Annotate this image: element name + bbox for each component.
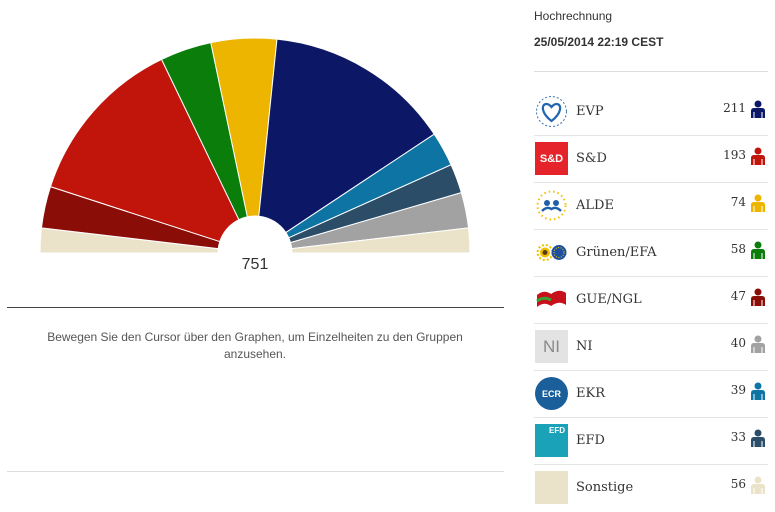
person-icon	[751, 241, 765, 259]
evp-logo-icon	[535, 95, 568, 128]
party-row-efd[interactable]: EFD EFD 33	[534, 418, 768, 465]
hemicycle-chart[interactable]: 751 Bewegen Sie den Cursor über den Grap…	[0, 0, 510, 480]
party-name: NI	[576, 339, 593, 354]
person-icon	[751, 147, 765, 165]
person-icon	[751, 100, 765, 118]
ekr-logo-icon: ECR	[535, 377, 568, 410]
party-row-alde[interactable]: ALDE 74	[534, 183, 768, 230]
seat-count: 39	[730, 383, 746, 397]
party-name: ALDE	[576, 198, 614, 213]
party-name: EKR	[576, 386, 605, 401]
hemicycle-center	[218, 216, 292, 253]
party-row-ekr[interactable]: ECR EKR 39	[534, 371, 768, 418]
party-name: Sonstige	[576, 480, 634, 495]
projection-label: Hochrechnung	[534, 9, 613, 23]
person-icon	[751, 476, 765, 494]
greens-logo-icon	[535, 236, 568, 269]
party-name: EFD	[576, 433, 605, 448]
seat-count: 58	[730, 242, 746, 256]
gue-logo-icon	[535, 283, 568, 316]
divider	[7, 307, 504, 308]
person-icon	[751, 335, 765, 353]
seat-count: 47	[730, 289, 746, 303]
divider	[534, 71, 768, 72]
hover-hint: Bewegen Sie den Cursor über den Graphen,…	[47, 330, 463, 361]
hemicycle-svg[interactable]	[0, 0, 510, 300]
seat-count: 40	[730, 336, 746, 350]
party-name: Grünen/EFA	[576, 245, 657, 260]
sonstige-logo-icon	[535, 471, 568, 504]
seat-count: 193	[723, 148, 746, 162]
seat-count: 211	[723, 101, 746, 115]
party-row-greens[interactable]: Grünen/EFA 58	[534, 230, 768, 277]
projection-timestamp: 25/05/2014 22:19 CEST	[534, 35, 664, 49]
person-icon	[751, 288, 765, 306]
sd-logo-icon: S&D	[535, 142, 568, 175]
efd-logo-icon: EFD	[535, 424, 568, 457]
seat-count: 33	[730, 430, 746, 444]
party-sidebar: Hochrechnung 25/05/2014 22:19 CEST EVP 2…	[534, 0, 775, 510]
party-name: GUE/NGL	[576, 292, 642, 307]
party-row-evp[interactable]: EVP 211	[534, 89, 768, 136]
person-icon	[751, 194, 765, 212]
alde-logo-icon	[535, 189, 568, 222]
party-row-ni[interactable]: NI NI 40	[534, 324, 768, 371]
party-name: EVP	[576, 104, 604, 119]
party-list: EVP 211 S&D S&D 193 ALDE 74	[534, 89, 768, 512]
person-icon	[751, 429, 765, 447]
ni-logo-icon: NI	[535, 330, 568, 363]
seat-count: 74	[730, 195, 746, 209]
party-row-sd[interactable]: S&D S&D 193	[534, 136, 768, 183]
divider	[7, 471, 504, 472]
person-icon	[751, 382, 765, 400]
party-row-gue[interactable]: GUE/NGL 47	[534, 277, 768, 324]
party-row-sonstige[interactable]: Sonstige 56	[534, 465, 768, 512]
party-name: S&D	[576, 151, 607, 166]
total-seats-label: 751	[241, 256, 269, 273]
seat-count: 56	[730, 477, 746, 491]
